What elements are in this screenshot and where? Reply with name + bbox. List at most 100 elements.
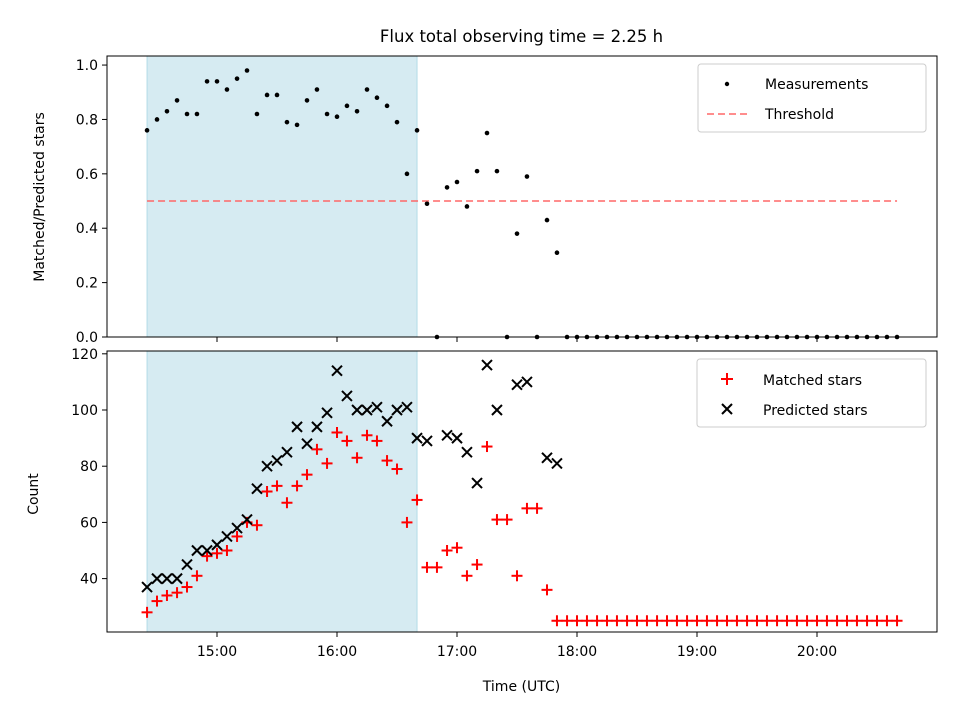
matched-star-point bbox=[491, 514, 503, 526]
matched-star-point bbox=[421, 561, 433, 573]
measurement-point bbox=[474, 168, 480, 174]
measurement-point bbox=[244, 68, 250, 73]
legend-threshold-label: Threshold bbox=[764, 107, 834, 123]
predicted-star-point bbox=[171, 572, 183, 585]
predicted-star-point bbox=[481, 359, 493, 371]
measurement-point bbox=[404, 171, 410, 177]
matched-star-point bbox=[471, 559, 483, 571]
matched-star-point bbox=[531, 502, 543, 514]
y-tick-label: 0.8 bbox=[76, 112, 98, 128]
count-points bbox=[141, 359, 903, 627]
predicted-star-point bbox=[271, 454, 283, 467]
matched-star-point bbox=[461, 570, 473, 582]
matched-star-point bbox=[291, 480, 303, 492]
bottom-legend: Matched stars Predicted stars bbox=[696, 358, 927, 428]
predicted-star-point bbox=[361, 404, 373, 416]
measurement-point bbox=[144, 128, 150, 133]
x-tick-label: 20:00 bbox=[797, 644, 837, 660]
y-tick-label: 60 bbox=[80, 515, 98, 531]
x-tick-label: 16:00 bbox=[317, 644, 357, 660]
matched-star-point bbox=[211, 547, 223, 559]
measurement-point bbox=[254, 111, 260, 117]
measurement-point bbox=[354, 108, 360, 114]
measurement-point bbox=[414, 128, 420, 133]
measurement-point bbox=[554, 250, 560, 255]
legend-predicted-marker bbox=[721, 403, 733, 415]
bottom-y-ticks: 40 60 80 100 120 bbox=[71, 347, 107, 588]
matched-star-point bbox=[551, 615, 563, 627]
matched-star-point bbox=[351, 452, 363, 464]
matched-star-point bbox=[841, 615, 853, 627]
measurement-point bbox=[324, 111, 330, 117]
matched-star-point bbox=[671, 615, 683, 627]
measurement-point bbox=[234, 76, 240, 81]
matched-star-point bbox=[251, 519, 263, 531]
matched-star-point bbox=[391, 463, 403, 475]
top-axes-frame bbox=[106, 55, 938, 338]
predicted-star-point bbox=[411, 432, 423, 444]
matched-star-point bbox=[181, 581, 193, 593]
matched-star-point bbox=[581, 615, 593, 627]
legend-matched-label: Matched stars bbox=[763, 373, 862, 389]
measurement-point bbox=[424, 201, 430, 207]
predicted-star-point bbox=[201, 544, 213, 557]
matched-star-point bbox=[631, 615, 643, 627]
matched-star-point bbox=[221, 545, 233, 557]
matched-star-point bbox=[231, 530, 243, 542]
measurement-point bbox=[394, 119, 400, 125]
matched-star-point bbox=[401, 516, 413, 528]
measurement-point bbox=[194, 111, 200, 117]
predicted-star-point bbox=[421, 435, 433, 447]
matched-star-point bbox=[481, 441, 493, 453]
matched-star-point bbox=[361, 429, 373, 441]
measurement-point bbox=[384, 103, 390, 109]
legend-predicted-label: Predicted stars bbox=[763, 403, 868, 419]
top-y-axis-label: Matched/Predicted stars bbox=[32, 112, 48, 282]
matched-star-point bbox=[721, 615, 733, 627]
predicted-star-point bbox=[511, 379, 523, 391]
top-legend: Measurements Threshold bbox=[697, 63, 927, 133]
measurement-point bbox=[314, 87, 320, 92]
matched-star-point bbox=[171, 587, 183, 599]
matched-star-point bbox=[441, 545, 453, 557]
measurement-point bbox=[174, 98, 180, 103]
matched-star-point bbox=[311, 443, 323, 455]
top-panel: 0.0 0.2 0.4 0.6 0.8 1.0 Matched/Predicted sta… bbox=[32, 55, 938, 346]
matched-star-point bbox=[791, 615, 803, 627]
matched-star-point bbox=[691, 615, 703, 627]
predicted-star-point bbox=[551, 457, 563, 470]
predicted-star-point bbox=[141, 581, 153, 593]
measurement-point bbox=[224, 87, 230, 92]
measurement-point bbox=[514, 231, 520, 236]
matched-star-point bbox=[561, 615, 573, 627]
x-tick-label: 15:00 bbox=[197, 644, 237, 660]
matched-star-point bbox=[411, 494, 423, 506]
measurement-point bbox=[184, 111, 190, 117]
matched-star-point bbox=[621, 615, 633, 627]
matched-star-point bbox=[881, 615, 893, 627]
legend-measurements-label: Measurements bbox=[765, 77, 868, 93]
y-tick-label: 1.0 bbox=[76, 58, 98, 74]
legend-matched-marker bbox=[721, 373, 733, 385]
matched-star-point bbox=[801, 615, 813, 627]
matched-star-point bbox=[761, 615, 773, 627]
matched-star-point bbox=[771, 615, 783, 627]
predicted-star-point bbox=[281, 446, 293, 458]
measurement-point bbox=[374, 95, 380, 100]
measurement-point bbox=[364, 87, 370, 92]
matched-star-point bbox=[701, 615, 713, 627]
predicted-star-point bbox=[181, 558, 193, 571]
y-tick-label: 100 bbox=[71, 403, 98, 419]
matched-star-point bbox=[851, 615, 863, 627]
matched-star-point bbox=[331, 426, 343, 438]
matched-star-point bbox=[611, 615, 623, 627]
y-tick-label: 0.2 bbox=[76, 276, 98, 292]
predicted-star-point bbox=[211, 539, 223, 551]
y-tick-label: 80 bbox=[80, 459, 98, 475]
measurement-point bbox=[264, 92, 270, 98]
matched-star-point bbox=[261, 486, 273, 497]
matched-star-point bbox=[821, 615, 833, 627]
predicted-star-point bbox=[381, 415, 393, 427]
predicted-star-point bbox=[441, 429, 453, 442]
matched-star-point bbox=[781, 615, 793, 627]
